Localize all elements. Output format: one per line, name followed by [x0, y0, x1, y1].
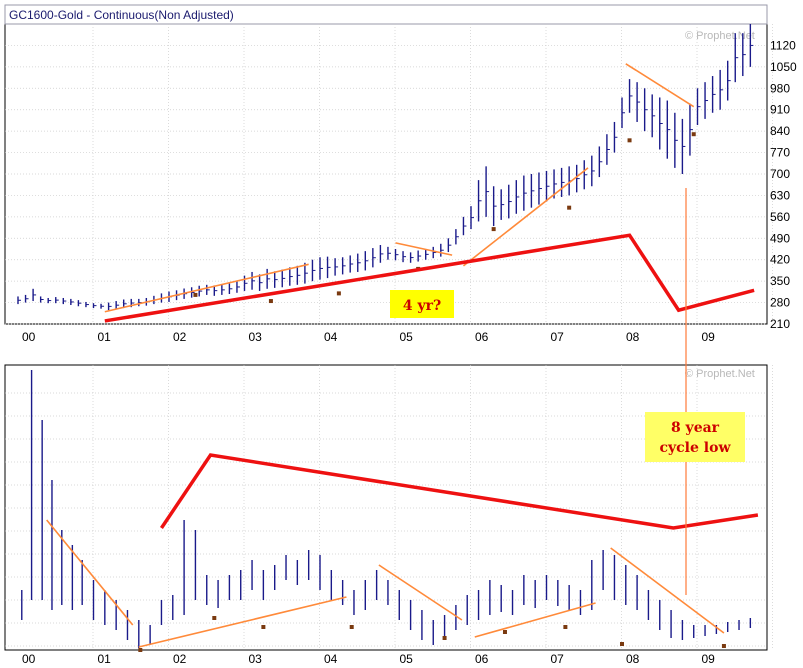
osc-marker	[721, 644, 726, 648]
price-marker	[193, 292, 198, 297]
price-x-tick: 09	[702, 330, 716, 344]
annotation-4yr-box	[390, 290, 454, 318]
osc-x-tick: 07	[551, 652, 565, 666]
price-trendline-orange	[462, 167, 589, 267]
osc-trendline-orange	[610, 547, 725, 634]
price-bars	[17, 24, 754, 311]
price-trendline-red	[104, 233, 755, 323]
annotation-8yr-line1: 8 year	[671, 420, 720, 436]
osc-marker	[442, 636, 447, 640]
price-marker	[268, 299, 273, 304]
price-y-tick: 210	[770, 317, 790, 331]
osc-trendline-red	[159, 453, 759, 530]
osc-x-tick: 03	[249, 652, 263, 666]
price-y-tick: 490	[770, 231, 790, 245]
price-y-tick: 1050	[770, 60, 797, 74]
osc-marker	[620, 642, 624, 646]
price-x-tick: 06	[475, 330, 489, 344]
title-bar	[4, 4, 768, 25]
price-trendlines	[104, 63, 755, 323]
osc-marker	[138, 648, 143, 652]
price-y-axis: 1120 1050 980 910 840 770 700 630 560 490 420 350 28…	[770, 38, 797, 331]
osc-x-tick: 00	[22, 652, 36, 666]
osc-trendline-orange	[138, 596, 347, 648]
price-y-tick: 630	[770, 188, 790, 202]
annotation-8yr-line2: cycle low	[660, 440, 732, 456]
price-x-tick: 01	[98, 330, 112, 344]
osc-x-tick: 02	[173, 652, 187, 666]
price-x-tick: 03	[249, 330, 263, 344]
price-x-tick: 00	[22, 330, 36, 344]
osc-x-axis: 00 01 02 03 04 05 06 07 08 09	[22, 652, 715, 666]
price-x-tick: 08	[626, 330, 640, 344]
price-y-tick: 1120	[770, 38, 796, 52]
price-trendline-orange	[395, 242, 453, 256]
price-y-tick: 700	[770, 167, 790, 181]
price-trendline-orange	[625, 63, 695, 108]
annotation-8yr-box	[645, 412, 745, 462]
price-y-tick: 770	[770, 146, 790, 160]
osc-gridlines	[5, 365, 773, 650]
price-marker	[336, 291, 341, 296]
price-watermark: © Prophet.Net	[685, 30, 755, 42]
price-x-tick: 07	[551, 330, 565, 344]
price-marker	[691, 132, 696, 137]
osc-trendline-orange	[474, 602, 596, 638]
osc-x-tick: 04	[324, 652, 338, 666]
price-y-tick: 910	[770, 103, 790, 117]
osc-x-tick: 08	[626, 652, 640, 666]
osc-marker	[349, 625, 354, 629]
price-y-tick: 280	[770, 296, 790, 310]
price-y-tick: 980	[770, 81, 790, 95]
chart-title: GC1600-Gold - Continuous(Non Adjusted)	[9, 8, 234, 22]
price-y-tick: 350	[770, 274, 790, 288]
osc-marker	[563, 625, 568, 629]
price-y-tick: 420	[770, 253, 790, 267]
annotation-4yr: 4 yr?	[403, 298, 441, 314]
osc-trendline-orange	[378, 564, 463, 621]
osc-marker	[502, 630, 507, 634]
price-x-tick: 02	[173, 330, 187, 344]
price-gridlines	[5, 24, 773, 325]
price-x-axis: 00 01 02 03 04 05 06 07 08 09	[22, 330, 715, 344]
osc-x-tick: 09	[702, 652, 716, 666]
price-x-tick: 04	[324, 330, 338, 344]
osc-trendlines	[46, 453, 759, 648]
price-x-tick: 05	[400, 330, 414, 344]
osc-watermark: © Prophet.Net	[685, 368, 755, 380]
price-trendline-orange	[104, 263, 309, 313]
price-marker	[567, 205, 572, 210]
osc-x-tick: 06	[475, 652, 489, 666]
osc-marker	[261, 625, 266, 629]
osc-x-tick: 01	[98, 652, 112, 666]
price-marker	[627, 138, 632, 143]
oscillator-panel-frame	[4, 364, 768, 651]
price-y-tick: 560	[770, 210, 790, 224]
osc-marker	[212, 616, 217, 620]
osc-bars	[21, 370, 752, 648]
osc-markers	[138, 616, 726, 652]
price-y-tick: 840	[770, 124, 790, 138]
osc-x-tick: 05	[400, 652, 414, 666]
osc-trendline-orange	[46, 519, 134, 626]
price-marker	[491, 227, 496, 232]
